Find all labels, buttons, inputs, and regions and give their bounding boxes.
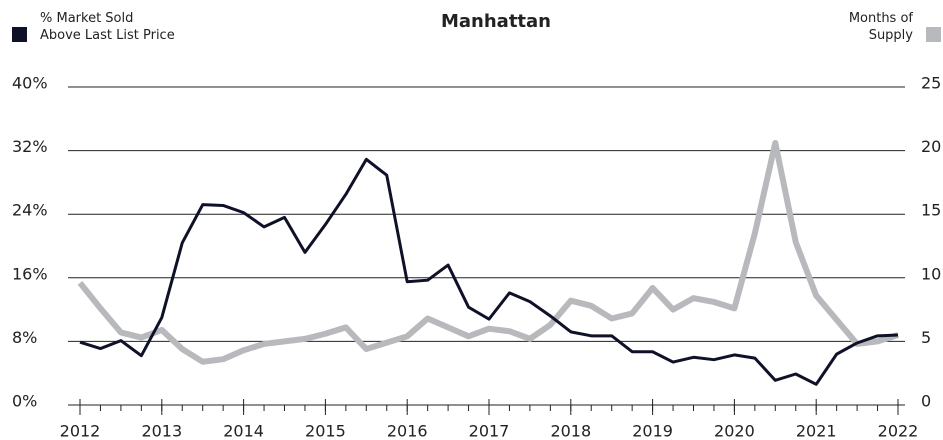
y-tick-label: 0%: [12, 392, 37, 411]
y-tick-label: 16%: [12, 264, 48, 283]
x-tick-label: 2013: [141, 422, 182, 440]
legend-label: Months of Supply: [848, 11, 913, 43]
y2-tick-label: 0: [921, 392, 931, 411]
y2-tick-label: 20: [921, 137, 941, 156]
y2-tick-label: 15: [921, 201, 941, 220]
series-line: [79, 157, 899, 386]
y-tick-label: 24%: [12, 201, 48, 220]
y-tick-label: 32%: [12, 137, 48, 156]
y2-tick-label: 25: [921, 74, 941, 93]
chart-title: Manhattan: [441, 11, 551, 32]
x-tick-label: 2016: [387, 422, 428, 440]
x-tick-label: 2012: [60, 422, 101, 440]
x-tick-label: 2015: [305, 422, 346, 440]
x-tick-label: 2019: [632, 422, 673, 440]
x-tick-label: 2018: [550, 422, 591, 440]
y2-tick-label: 5: [921, 328, 931, 347]
x-tick-label: 2022: [878, 422, 919, 440]
x-tick-label: 2014: [223, 422, 264, 440]
legend-swatch: [12, 27, 27, 42]
y-tick-label: 40%: [12, 74, 48, 93]
y-tick-label: 8%: [12, 328, 37, 347]
legend-label: % Market Sold Above Last List Price: [40, 11, 175, 43]
y2-tick-label: 10: [921, 264, 941, 283]
x-tick-label: 2020: [714, 422, 755, 440]
legend-swatch: [926, 27, 941, 42]
x-tick-label: 2021: [796, 422, 837, 440]
x-tick-label: 2017: [469, 422, 510, 440]
series-line: [77, 139, 899, 365]
